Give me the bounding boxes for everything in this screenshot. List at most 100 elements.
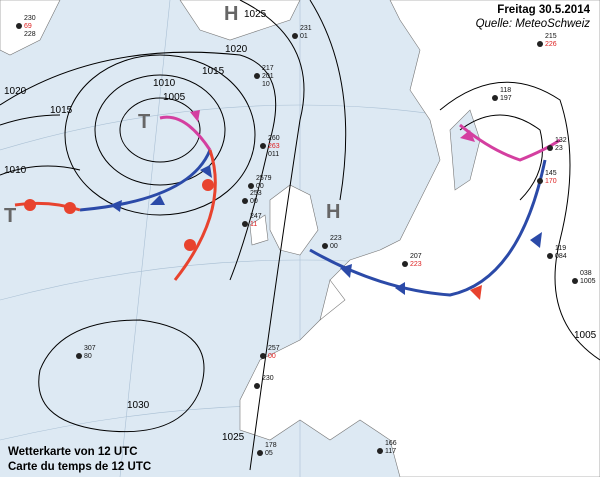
station-value: 118 [500, 87, 511, 94]
svg-text:1010: 1010 [4, 165, 27, 176]
station-value: 117 [385, 448, 396, 455]
station-value: 228 [24, 31, 36, 38]
isobar-labels: 1025 1020 1015 1010 1005 1020 1015 1010 … [4, 9, 597, 443]
cloud-cover-icon [492, 95, 498, 101]
cloud-cover-icon [254, 73, 260, 79]
cloud-cover-icon [76, 353, 82, 359]
station-plots: 2306922823101217201102602630112579002530… [16, 15, 596, 457]
station-value: 197 [500, 95, 512, 102]
svg-text:1010: 1010 [153, 78, 176, 89]
station-value: 011 [268, 151, 279, 158]
station-value: 226 [545, 41, 557, 48]
cloud-cover-icon [572, 278, 578, 284]
station-value: 69 [24, 23, 32, 30]
cold-front [79, 149, 212, 212]
station-value: 01 [300, 33, 308, 40]
station-value: 10 [262, 81, 270, 88]
svg-text:1020: 1020 [4, 86, 27, 97]
station-value: 207 [410, 253, 422, 260]
map-source: Quelle: MeteoSchweiz [475, 18, 590, 30]
station-value: 260 [268, 135, 280, 142]
cloud-cover-icon [16, 23, 22, 29]
station-value: 11 [250, 221, 257, 228]
cloud-cover-icon [254, 383, 260, 389]
station-value: 223 [410, 261, 422, 268]
station-value: 223 [330, 235, 342, 242]
map-date: Freitag 30.5.2014 [497, 4, 590, 16]
cloud-cover-icon [242, 221, 248, 227]
station-value: 201 [262, 73, 274, 80]
low-pressure-marker: T [4, 205, 16, 227]
station-value: 166 [385, 440, 397, 447]
station-value: 23 [555, 145, 563, 152]
cloud-cover-icon [537, 41, 543, 47]
station-value: 80 [84, 353, 92, 360]
map-caption: Wetterkarte von 12 UTC Carte du temps de… [8, 445, 151, 475]
cloud-cover-icon [257, 450, 263, 456]
station-value: 253 [250, 190, 262, 197]
cloud-cover-icon [248, 183, 254, 189]
station-value: 257 [268, 345, 280, 352]
cloud-cover-icon [547, 145, 553, 151]
high-pressure-marker: H [224, 3, 238, 25]
station-value: 307 [84, 345, 96, 352]
station-value: 215 [545, 33, 557, 40]
station-value: 00 [330, 243, 338, 250]
station-value: 145 [545, 170, 557, 177]
station-value: 178 [265, 442, 277, 449]
station-value: 231 [300, 25, 312, 32]
fronts [14, 110, 561, 300]
svg-text:1025: 1025 [244, 9, 267, 20]
station-value: 247 [250, 213, 262, 220]
high-pressure-marker: H [326, 201, 340, 223]
cloud-cover-icon [537, 178, 543, 184]
station-value: 119 [555, 245, 566, 252]
cloud-cover-icon [260, 353, 266, 359]
cold-front-east [309, 159, 547, 297]
cloud-cover-icon [402, 261, 408, 267]
cloud-cover-icon [292, 33, 298, 39]
station-value: 230 [262, 375, 274, 382]
caption-fr: Carte du temps de 12 UTC [8, 461, 152, 473]
svg-text:1005: 1005 [574, 330, 597, 341]
map-header: Freitag 30.5.2014 Quelle: MeteoSchweiz [469, 2, 596, 32]
low-pressure-marker: T [138, 111, 150, 133]
svg-text:1030: 1030 [127, 400, 150, 411]
svg-text:1025: 1025 [222, 432, 245, 443]
station-value: 00 [250, 198, 258, 205]
station-value: 1005 [580, 278, 596, 285]
svg-text:1005: 1005 [163, 92, 186, 103]
station-value: 2579 [256, 175, 272, 182]
cold-front-secondary [173, 149, 217, 281]
station-value: 217 [262, 65, 274, 72]
cloud-cover-icon [322, 243, 328, 249]
station-value: 263 [268, 143, 280, 150]
svg-text:1015: 1015 [202, 66, 225, 77]
station-value: 05 [265, 450, 273, 457]
station-value: 00 [268, 353, 276, 360]
cloud-cover-icon [547, 253, 553, 259]
station-plot: 230 [254, 375, 274, 389]
